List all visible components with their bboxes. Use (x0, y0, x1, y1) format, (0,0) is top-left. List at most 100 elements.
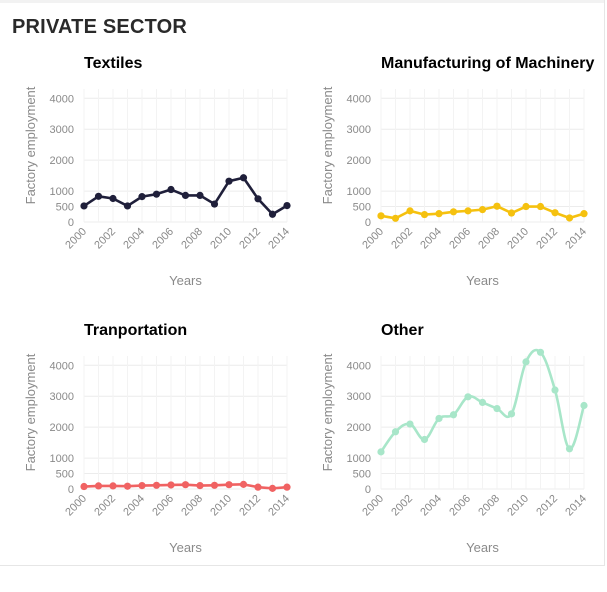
data-point[interactable] (210, 200, 219, 208)
data-point[interactable] (283, 202, 291, 210)
data-point[interactable] (420, 435, 429, 444)
y-tick-label: 0 (365, 484, 371, 496)
data-point[interactable] (80, 202, 88, 210)
y-tick-label: 4000 (50, 93, 74, 105)
data-point[interactable] (268, 210, 277, 218)
data-point[interactable] (406, 207, 414, 215)
data-point[interactable] (551, 209, 559, 217)
data-point[interactable] (239, 174, 248, 182)
data-point[interactable] (464, 207, 472, 215)
chart-title: Manufacturing of Machinery (381, 55, 595, 72)
y-tick-label: 4000 (347, 360, 371, 372)
data-point[interactable] (225, 481, 233, 489)
x-tick-label: 2012 (534, 226, 560, 252)
data-point[interactable] (167, 185, 175, 194)
x-tick-label: 2014 (266, 493, 292, 519)
y-tick-label: 500 (56, 202, 74, 214)
data-point[interactable] (210, 481, 219, 489)
x-tick-label: 2010 (505, 226, 531, 252)
x-tick-label: 2006 (447, 226, 473, 252)
y-tick-label: 2000 (50, 155, 74, 167)
data-point[interactable] (181, 191, 190, 199)
data-point[interactable] (522, 358, 530, 366)
x-axis-label: Years (466, 273, 499, 288)
data-point[interactable] (196, 191, 204, 199)
data-point[interactable] (152, 190, 161, 198)
data-point[interactable] (478, 398, 487, 406)
x-tick-label: 2008 (476, 493, 502, 519)
data-point[interactable] (420, 210, 429, 219)
x-tick-label: 2012 (237, 493, 263, 519)
data-point[interactable] (254, 195, 262, 203)
data-point[interactable] (507, 410, 516, 418)
x-tick-label: 2002 (389, 493, 415, 519)
x-tick-label: 2010 (505, 493, 531, 519)
data-point[interactable] (449, 208, 458, 216)
data-point[interactable] (94, 482, 103, 490)
data-point[interactable] (283, 483, 291, 491)
data-point[interactable] (391, 428, 400, 436)
data-point[interactable] (536, 202, 545, 211)
data-point[interactable] (377, 212, 385, 220)
data-point[interactable] (254, 483, 262, 491)
data-point[interactable] (123, 202, 132, 210)
x-tick-label: 2014 (563, 493, 589, 519)
data-point[interactable] (109, 482, 117, 490)
data-point[interactable] (138, 481, 146, 490)
y-axis-label: Factory employment (23, 353, 38, 471)
data-point[interactable] (239, 480, 248, 488)
data-point[interactable] (377, 448, 385, 456)
data-point[interactable] (167, 481, 175, 489)
x-tick-label: 2000 (63, 493, 89, 519)
data-point[interactable] (478, 206, 487, 214)
data-point[interactable] (493, 404, 501, 413)
data-point[interactable] (522, 202, 530, 211)
data-point[interactable] (551, 386, 559, 394)
y-tick-label: 4000 (347, 93, 371, 105)
data-point[interactable] (152, 481, 161, 489)
x-tick-label: 2014 (266, 226, 292, 252)
y-axis-label: Factory employment (320, 86, 335, 204)
y-tick-label: 1000 (347, 186, 371, 198)
data-point[interactable] (196, 481, 204, 490)
section-title: PRIVATE SECTOR (12, 16, 188, 38)
data-point[interactable] (536, 348, 545, 356)
x-tick-label: 2012 (237, 226, 263, 252)
data-point[interactable] (406, 420, 414, 428)
data-point[interactable] (268, 484, 277, 492)
data-point[interactable] (138, 193, 146, 201)
card-top-border (0, 0, 604, 3)
data-point[interactable] (435, 414, 443, 423)
data-point[interactable] (565, 214, 574, 222)
data-point[interactable] (181, 481, 190, 489)
data-point[interactable] (109, 194, 117, 203)
data-point[interactable] (435, 210, 443, 218)
data-point[interactable] (580, 401, 588, 410)
x-axis-label: Years (466, 540, 499, 555)
x-tick-label: 2006 (150, 226, 176, 252)
data-point[interactable] (493, 202, 501, 210)
data-point[interactable] (391, 214, 400, 222)
x-tick-label: 2012 (534, 493, 560, 519)
data-point[interactable] (507, 209, 516, 217)
y-tick-label: 0 (68, 484, 74, 496)
x-tick-label: 2006 (150, 493, 176, 519)
x-tick-label: 2004 (121, 493, 147, 519)
data-point[interactable] (80, 482, 88, 491)
private-sector-card: PRIVATE SECTOR Textiles 0 500 1000 2000 3000… (0, 0, 605, 566)
data-point[interactable] (449, 411, 458, 419)
data-point[interactable] (580, 210, 588, 218)
chart-title: Other (381, 322, 424, 339)
data-point[interactable] (565, 445, 574, 453)
data-point[interactable] (225, 177, 233, 185)
chart-tranportation: Tranportation 0 500 1000 2000 3000 4000 2000 20… (0, 322, 300, 592)
data-point[interactable] (94, 192, 103, 200)
y-tick-label: 3000 (347, 391, 371, 403)
x-axis-label: Years (169, 273, 202, 288)
data-point[interactable] (464, 393, 472, 401)
chart-textiles: Textiles 0 500 1000 2000 3000 4000 2000 2002 200… (0, 55, 300, 325)
data-point[interactable] (123, 482, 132, 490)
